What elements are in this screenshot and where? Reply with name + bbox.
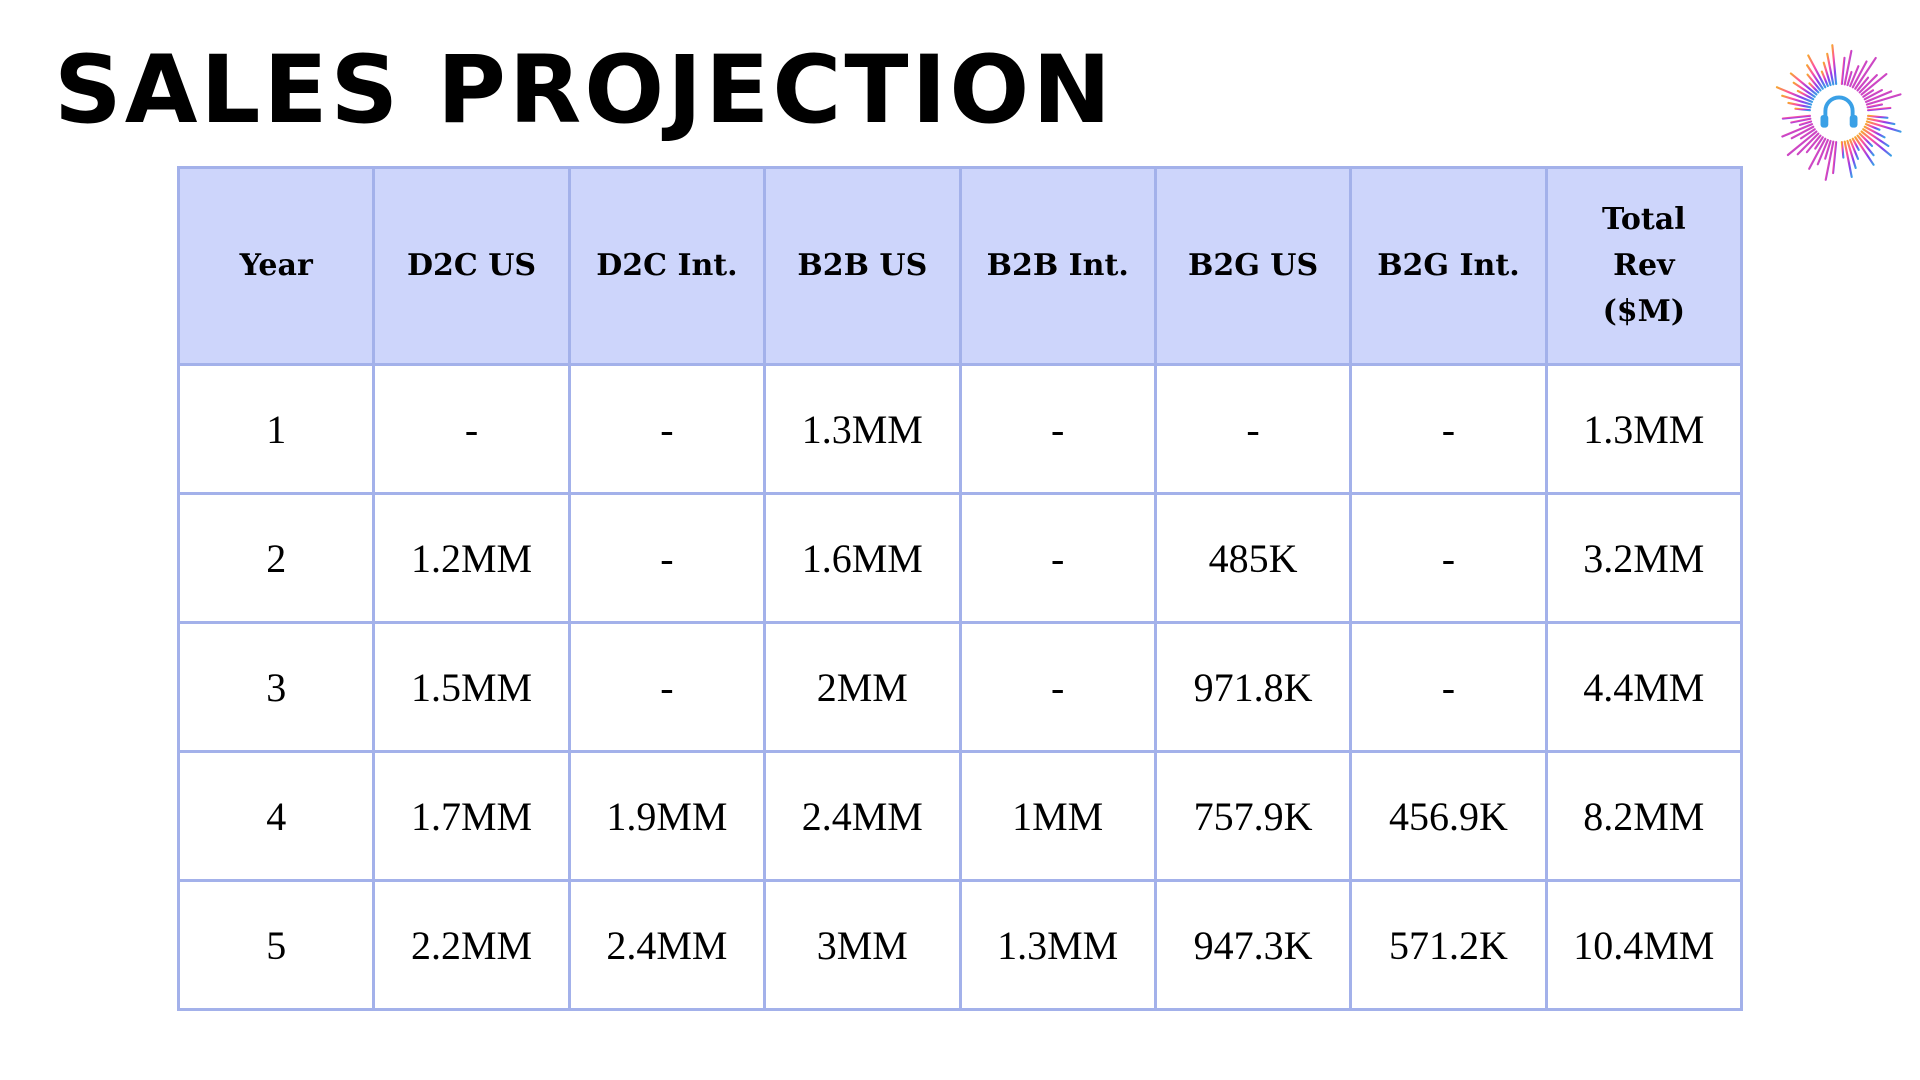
header-b2b-int: B2B Int. <box>958 166 1157 366</box>
cell-b2g-us: 971.8K <box>1153 621 1353 753</box>
cell-b2b-int: - <box>958 492 1157 624</box>
cell-total-rev: 10.4MM <box>1544 879 1744 1011</box>
cell-year: 3 <box>176 621 376 753</box>
headphones-sound-burst-icon <box>1773 44 1902 181</box>
header-total-rev: Total Rev ($M) <box>1544 166 1744 366</box>
cell-year: 2 <box>176 492 376 624</box>
cell-total-rev: 1.3MM <box>1544 363 1744 495</box>
cell-b2g-us: 485K <box>1153 492 1353 624</box>
cell-b2b-us: 2MM <box>763 621 962 753</box>
cell-b2b-int: - <box>958 621 1157 753</box>
table-row: 1 - - 1.3MM - - - 1.3MM <box>176 363 1744 495</box>
cell-total-rev: 8.2MM <box>1544 750 1744 882</box>
cell-total-rev: 4.4MM <box>1544 621 1744 753</box>
cell-d2c-int: 1.9MM <box>567 750 767 882</box>
cell-d2c-us: - <box>372 363 571 495</box>
cell-b2g-int: - <box>1349 621 1548 753</box>
cell-b2b-int: 1.3MM <box>958 879 1157 1011</box>
cell-b2g-int: 571.2K <box>1349 879 1548 1011</box>
cell-b2b-us: 1.3MM <box>763 363 962 495</box>
cell-b2g-us: - <box>1153 363 1353 495</box>
cell-b2b-us: 3MM <box>763 879 962 1011</box>
header-d2c-us: D2C US <box>372 166 571 366</box>
cell-d2c-int: - <box>567 363 767 495</box>
cell-year: 1 <box>176 363 376 495</box>
cell-b2b-int: 1MM <box>958 750 1157 882</box>
cell-b2b-us: 2.4MM <box>763 750 962 882</box>
table-row: 5 2.2MM 2.4MM 3MM 1.3MM 947.3K 571.2K 10… <box>176 879 1744 1011</box>
cell-d2c-us: 1.5MM <box>372 621 571 753</box>
header-b2b-us: B2B US <box>763 166 962 366</box>
cell-year: 4 <box>176 750 376 882</box>
cell-b2g-us: 947.3K <box>1153 879 1353 1011</box>
cell-d2c-us: 2.2MM <box>372 879 571 1011</box>
cell-d2c-int: 2.4MM <box>567 879 767 1011</box>
cell-d2c-us: 1.2MM <box>372 492 571 624</box>
cell-b2g-int: - <box>1349 363 1548 495</box>
table-row: 2 1.2MM - 1.6MM - 485K - 3.2MM <box>176 492 1744 624</box>
cell-b2b-us: 1.6MM <box>763 492 962 624</box>
header-b2g-int: B2G Int. <box>1349 166 1548 366</box>
cell-b2b-int: - <box>958 363 1157 495</box>
header-year: Year <box>176 166 376 366</box>
table-row: 4 1.7MM 1.9MM 2.4MM 1MM 757.9K 456.9K 8.… <box>176 750 1744 882</box>
table-header-row: Year D2C US D2C Int. B2B US B2B Int. B2G… <box>176 166 1744 366</box>
cell-total-rev: 3.2MM <box>1544 492 1744 624</box>
header-d2c-int: D2C Int. <box>567 166 767 366</box>
cell-year: 5 <box>176 879 376 1011</box>
page-title: SALES PROJECTION <box>54 36 1115 145</box>
cell-b2g-int: 456.9K <box>1349 750 1548 882</box>
cell-d2c-us: 1.7MM <box>372 750 571 882</box>
cell-d2c-int: - <box>567 492 767 624</box>
table-row: 3 1.5MM - 2MM - 971.8K - 4.4MM <box>176 621 1744 753</box>
cell-b2g-us: 757.9K <box>1153 750 1353 882</box>
cell-d2c-int: - <box>567 621 767 753</box>
header-b2g-us: B2G US <box>1153 166 1353 366</box>
cell-b2g-int: - <box>1349 492 1548 624</box>
sales-projection-table: Year D2C US D2C Int. B2B US B2B Int. B2G… <box>176 166 1744 1011</box>
